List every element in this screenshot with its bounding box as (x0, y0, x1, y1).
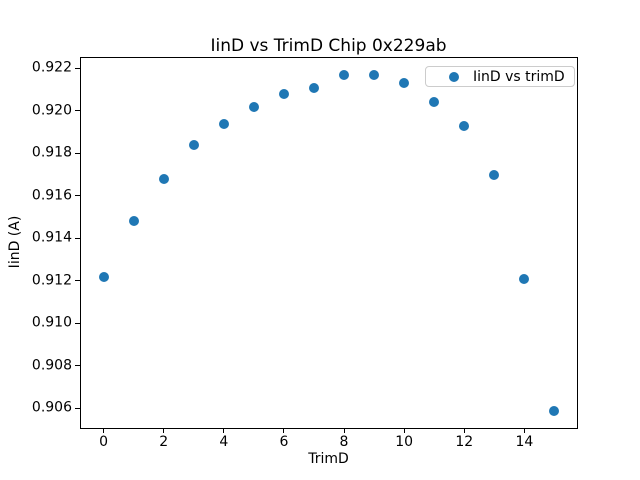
y-tick-mark (75, 237, 80, 239)
x-tick-mark (163, 428, 165, 433)
scatter-point (98, 271, 109, 282)
scatter-point (128, 216, 139, 227)
x-tick-mark (523, 428, 525, 433)
scatter-point (399, 78, 410, 89)
x-tick-label: 12 (455, 434, 474, 450)
scatter-point (459, 120, 470, 131)
x-tick-mark (103, 428, 105, 433)
y-tick-mark (75, 407, 80, 409)
x-tick-mark (223, 428, 225, 433)
x-tick-mark (463, 428, 465, 433)
y-tick-label: 0.908 (31, 357, 72, 374)
x-tick-label: 10 (395, 434, 414, 450)
x-tick-label: 14 (515, 434, 534, 450)
y-tick-mark (75, 322, 80, 324)
y-axis-label: IinD (A) (7, 215, 23, 269)
y-tick-mark (75, 365, 80, 367)
y-tick-label: 0.914 (31, 229, 72, 246)
scatter-point (158, 173, 169, 184)
x-tick-label: 2 (159, 434, 169, 450)
legend-marker-circle-icon (449, 71, 459, 82)
y-tick-mark (75, 67, 80, 69)
scatter-point (369, 69, 380, 80)
scatter-point (549, 405, 560, 416)
x-tick-mark (403, 428, 405, 433)
scatter-point (248, 101, 259, 112)
legend-label: IinD vs trimD (473, 68, 565, 85)
x-tick-label: 4 (219, 434, 229, 450)
x-tick-mark (343, 428, 345, 433)
x-tick-mark (283, 428, 285, 433)
x-tick-label: 6 (279, 434, 289, 450)
scatter-point (188, 139, 199, 150)
scatter-point (429, 97, 440, 108)
x-tick-label: 0 (99, 434, 108, 450)
x-tick-label: 8 (339, 434, 349, 450)
y-tick-mark (75, 280, 80, 282)
y-tick-label: 0.916 (31, 187, 72, 204)
scatter-point (489, 169, 500, 180)
scatter-point (278, 88, 289, 99)
scatter-point (339, 69, 350, 80)
y-tick-mark (75, 195, 80, 197)
x-axis-label: TrimD (308, 451, 349, 467)
scatter-point (519, 273, 530, 284)
y-tick-label: 0.912 (31, 272, 72, 289)
y-tick-label: 0.918 (31, 144, 72, 161)
legend: IinD vs trimD (425, 66, 575, 87)
y-tick-mark (75, 152, 80, 154)
chart-title: IinD vs TrimD Chip 0x229ab (210, 36, 447, 56)
plot-area: IinD vs trimD 0 2 4 6 8 10 12 14 0.906 0.908 0.910… (32, 57, 578, 450)
y-tick-label: 0.906 (31, 399, 72, 416)
y-tick-label: 0.920 (31, 102, 72, 119)
y-tick-label: 0.922 (31, 59, 72, 76)
scatter-point (308, 82, 319, 93)
scatter-point (218, 118, 229, 129)
y-tick-mark (75, 110, 80, 112)
y-tick-label: 0.910 (31, 314, 72, 331)
